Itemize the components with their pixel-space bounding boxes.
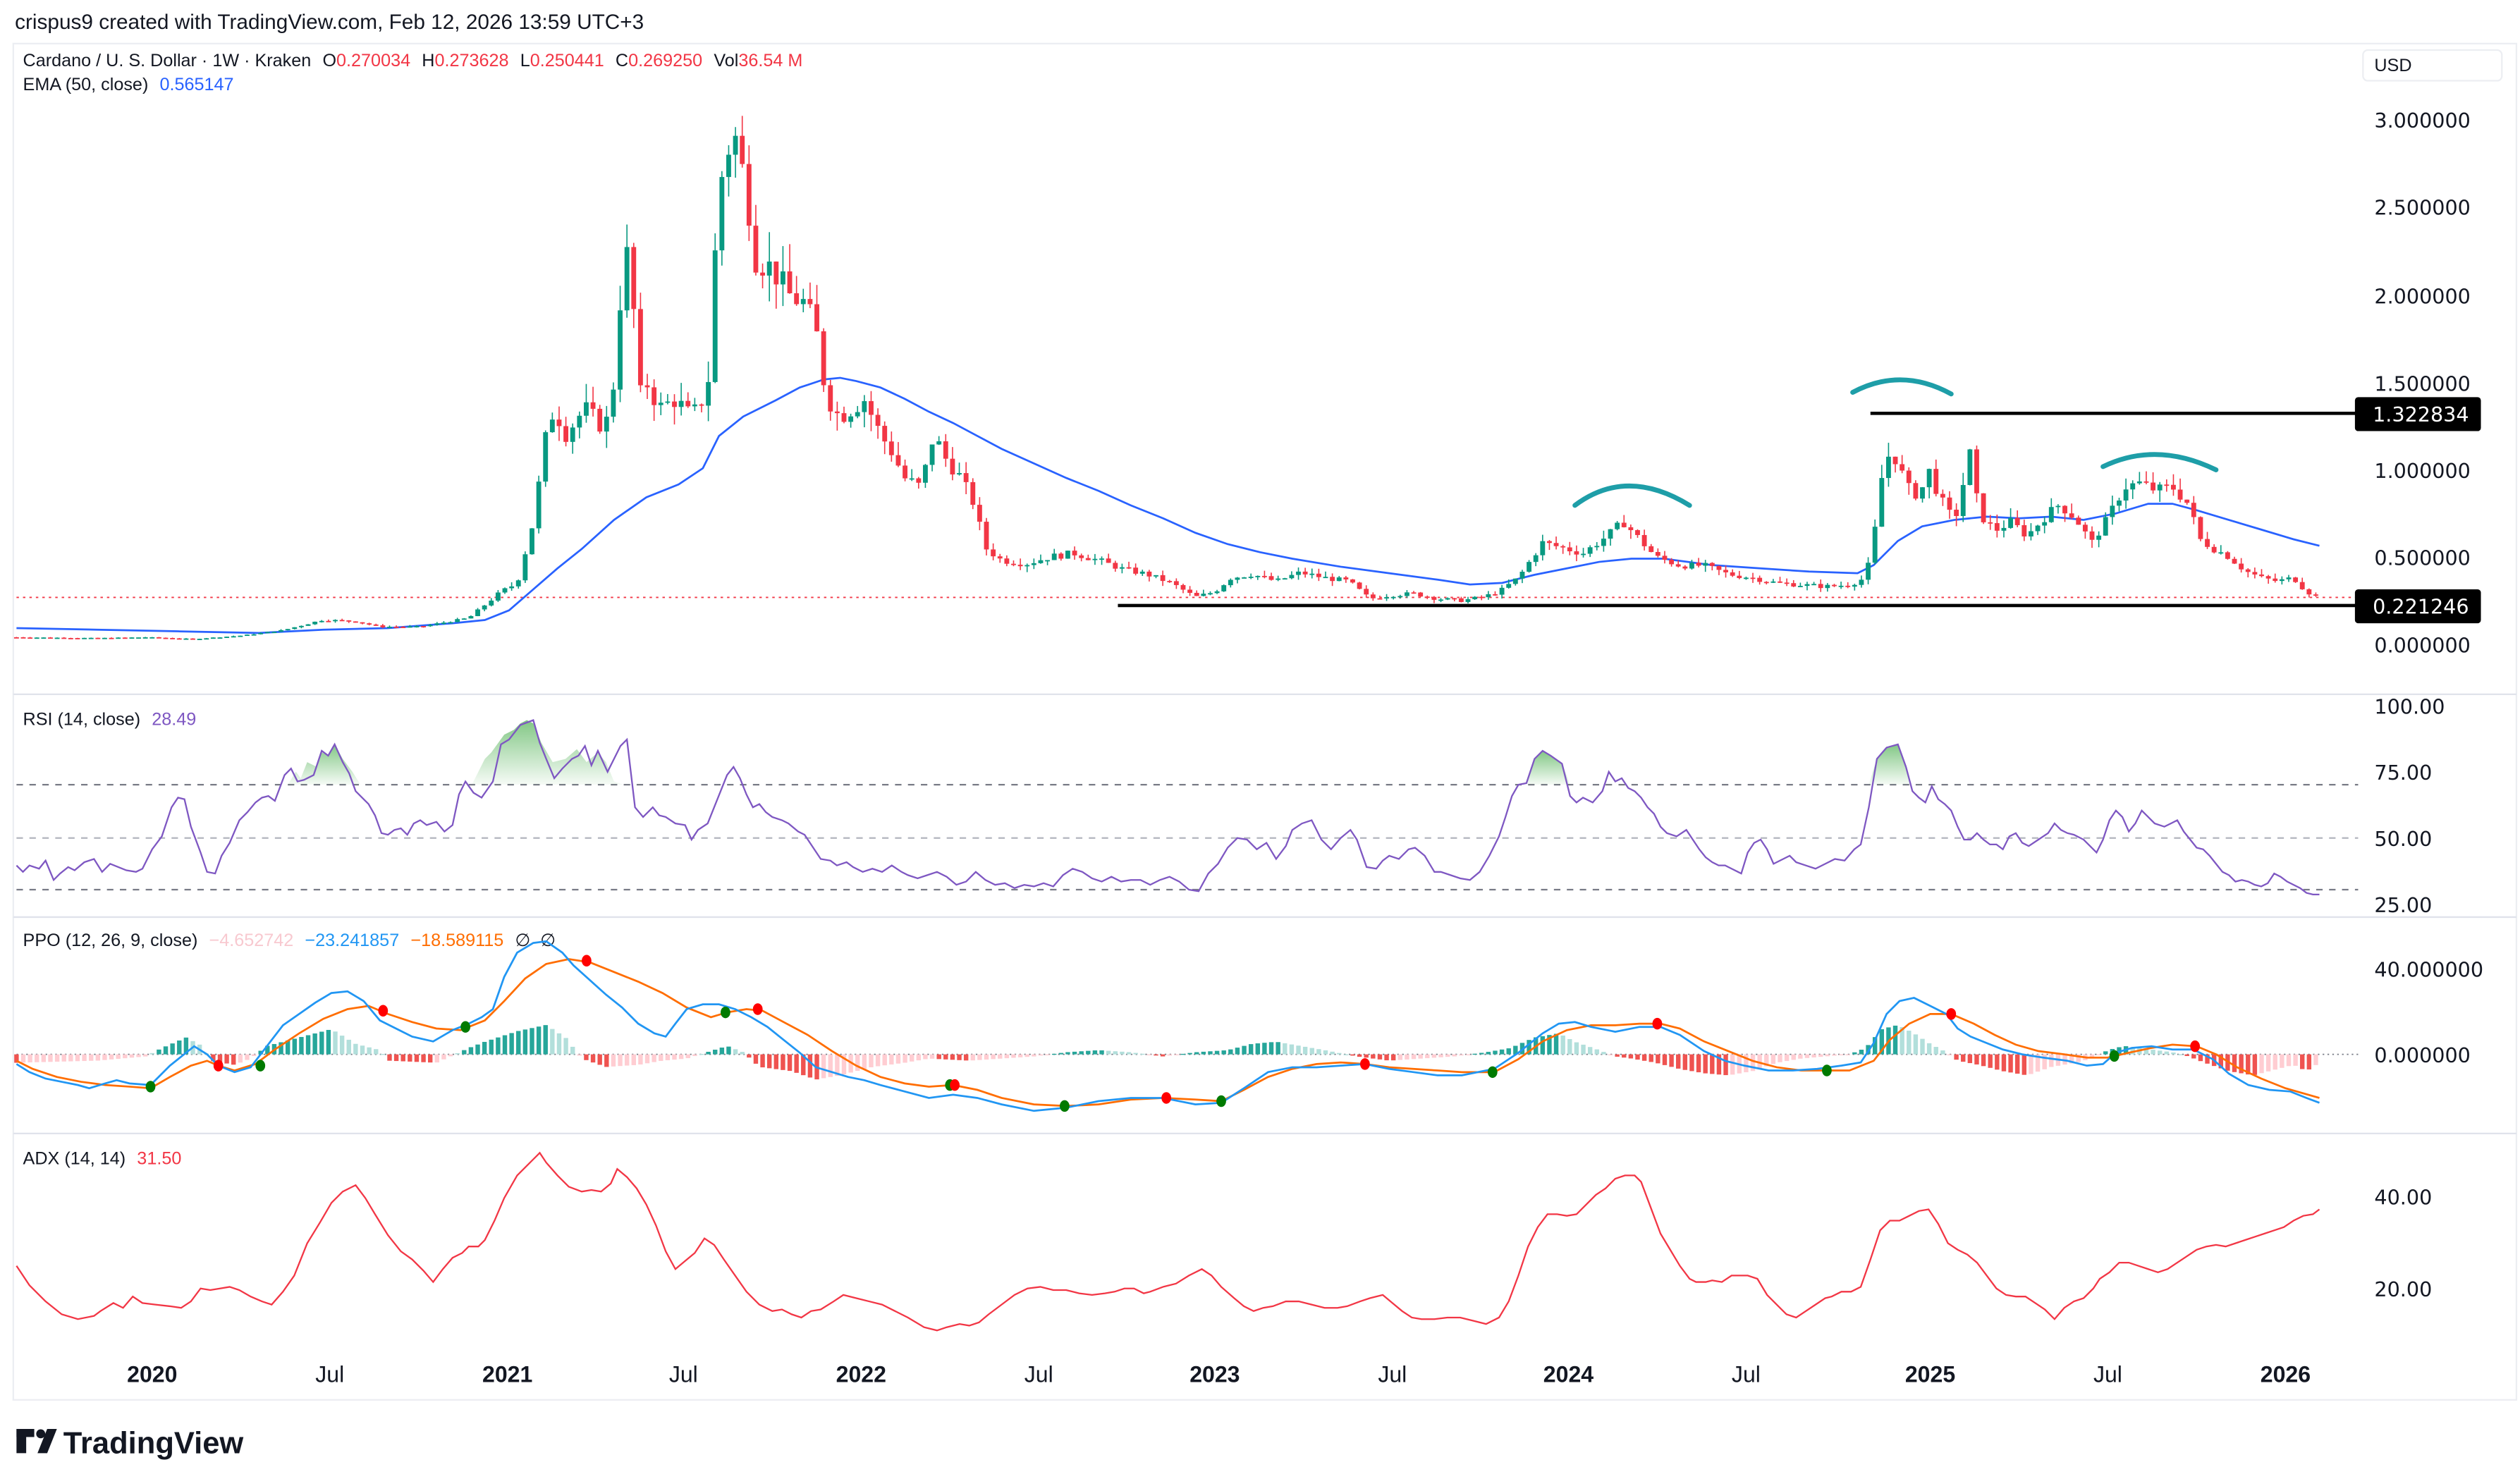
- currency-label: USD: [2374, 56, 2411, 75]
- adx-value: 31.50: [137, 1148, 181, 1168]
- low-value: 0.250441: [530, 51, 604, 70]
- rsi-tick: 100.00: [2374, 694, 2445, 718]
- resistance-price-badge: [2354, 397, 2481, 431]
- price-tick: 0.500000: [2374, 546, 2471, 570]
- rsi-tick: 25.00: [2374, 893, 2432, 917]
- tradingview-logo-icon: [16, 1428, 57, 1454]
- resistance-price-label: 1.322834: [2373, 403, 2469, 426]
- rsi-legend[interactable]: RSI (14, close) 28.49: [23, 709, 197, 729]
- time-axis[interactable]: 2020 Jul 2021 Jul 2022 Jul 2023 Jul 2024…: [127, 1362, 2311, 1387]
- chart-frame: [12, 42, 2518, 1401]
- currency-badge[interactable]: [2362, 49, 2503, 82]
- rsi-overbought-fill: [1526, 751, 1570, 785]
- tradingview-logo-text: TradingView: [63, 1426, 244, 1460]
- ppo-crossover-markers: [145, 955, 2201, 1112]
- adx-axis[interactable]: 40.00 20.00: [2374, 1186, 2432, 1302]
- high-value: 0.273628: [434, 51, 508, 70]
- ppo-value: −23.241857: [305, 931, 399, 950]
- time-label: Jul: [1378, 1362, 1407, 1387]
- price-tick: 3.000000: [2374, 109, 2471, 133]
- ppo-axis[interactable]: 40.000000 0.000000: [2374, 958, 2483, 1067]
- ppo-histogram-value: −4.652742: [209, 931, 294, 950]
- ppo-signal-value: −18.589115: [410, 931, 503, 950]
- time-label: Jul: [1024, 1362, 1053, 1387]
- tradingview-logo[interactable]: TradingView: [16, 1426, 243, 1460]
- symbol-legend: Cardano / U. S. Dollar · 1W · Kraken O0.…: [23, 51, 803, 70]
- ppo-pane[interactable]: PPO (12, 26, 9, close) −4.652742 −23.241…: [14, 931, 2483, 1112]
- ppo-tick: 40.000000: [2374, 958, 2483, 982]
- rsi-pane[interactable]: RSI (14, close) 28.49 100.00 75.00 50.00…: [16, 694, 2445, 917]
- time-label: 2023: [1189, 1362, 1240, 1387]
- main-pane[interactable]: Cardano / U. S. Dollar · 1W · Kraken O0.…: [13, 51, 2481, 657]
- head-arc[interactable]: [1850, 377, 1954, 397]
- ppo-tick: 0.000000: [2374, 1043, 2471, 1067]
- price-axis[interactable]: 3.000000 2.500000 2.000000 1.500000 1.00…: [2354, 109, 2481, 657]
- support-price-badge: [2354, 589, 2481, 624]
- ema-value: 0.565147: [160, 75, 234, 94]
- volume-value: 36.54 M: [738, 51, 802, 70]
- adx-tick: 20.00: [2374, 1277, 2432, 1301]
- adx-pane[interactable]: ADX (14, 14) 31.50 40.00 20.00: [16, 1148, 2432, 1332]
- rsi-value: 28.49: [152, 709, 196, 729]
- time-label: 2024: [1543, 1362, 1594, 1387]
- attribution-text: crispus9 created with TradingView.com, F…: [15, 11, 644, 34]
- adx-line: [16, 1151, 2320, 1332]
- time-label: Jul: [1732, 1362, 1761, 1387]
- time-label: 2020: [127, 1362, 177, 1387]
- ema-legend[interactable]: EMA (50, close) 0.565147: [23, 75, 234, 94]
- support-price-label: 0.221246: [2373, 594, 2469, 618]
- price-tick: 1.500000: [2374, 372, 2471, 395]
- symbol-name: Cardano / U. S. Dollar · 1W · Kraken: [23, 51, 312, 70]
- price-tick: 2.000000: [2374, 285, 2471, 309]
- rsi-axis[interactable]: 100.00 75.00 50.00 25.00: [2374, 694, 2445, 917]
- rsi-tick: 75.00: [2374, 761, 2432, 785]
- open-value: 0.270034: [336, 51, 410, 70]
- ppo-legend[interactable]: PPO (12, 26, 9, close) −4.652742 −23.241…: [23, 931, 556, 950]
- rsi-overbought-fill: [288, 744, 361, 785]
- close-value: 0.269250: [628, 51, 702, 70]
- time-label: 2022: [836, 1362, 886, 1387]
- price-tick: 2.500000: [2374, 196, 2471, 220]
- time-label: 2021: [482, 1362, 532, 1387]
- time-label: Jul: [315, 1362, 344, 1387]
- rsi-tick: 50.00: [2374, 827, 2432, 851]
- price-candles: [13, 116, 2318, 641]
- adx-legend[interactable]: ADX (14, 14) 31.50: [23, 1148, 182, 1168]
- adx-tick: 40.00: [2374, 1186, 2432, 1210]
- rsi-overbought-fill: [472, 720, 624, 785]
- left-shoulder-arc[interactable]: [1572, 483, 1692, 508]
- price-tick: 1.000000: [2374, 459, 2471, 483]
- right-shoulder-arc[interactable]: [2100, 452, 2219, 472]
- time-label: 2026: [2261, 1362, 2311, 1387]
- rsi-line: [16, 719, 2320, 896]
- rsi-overbought-fill: [1868, 744, 1912, 785]
- time-label: Jul: [669, 1362, 698, 1387]
- time-label: 2025: [1905, 1362, 1955, 1387]
- time-label: Jul: [2093, 1362, 2122, 1387]
- price-tick: 0.000000: [2374, 633, 2471, 657]
